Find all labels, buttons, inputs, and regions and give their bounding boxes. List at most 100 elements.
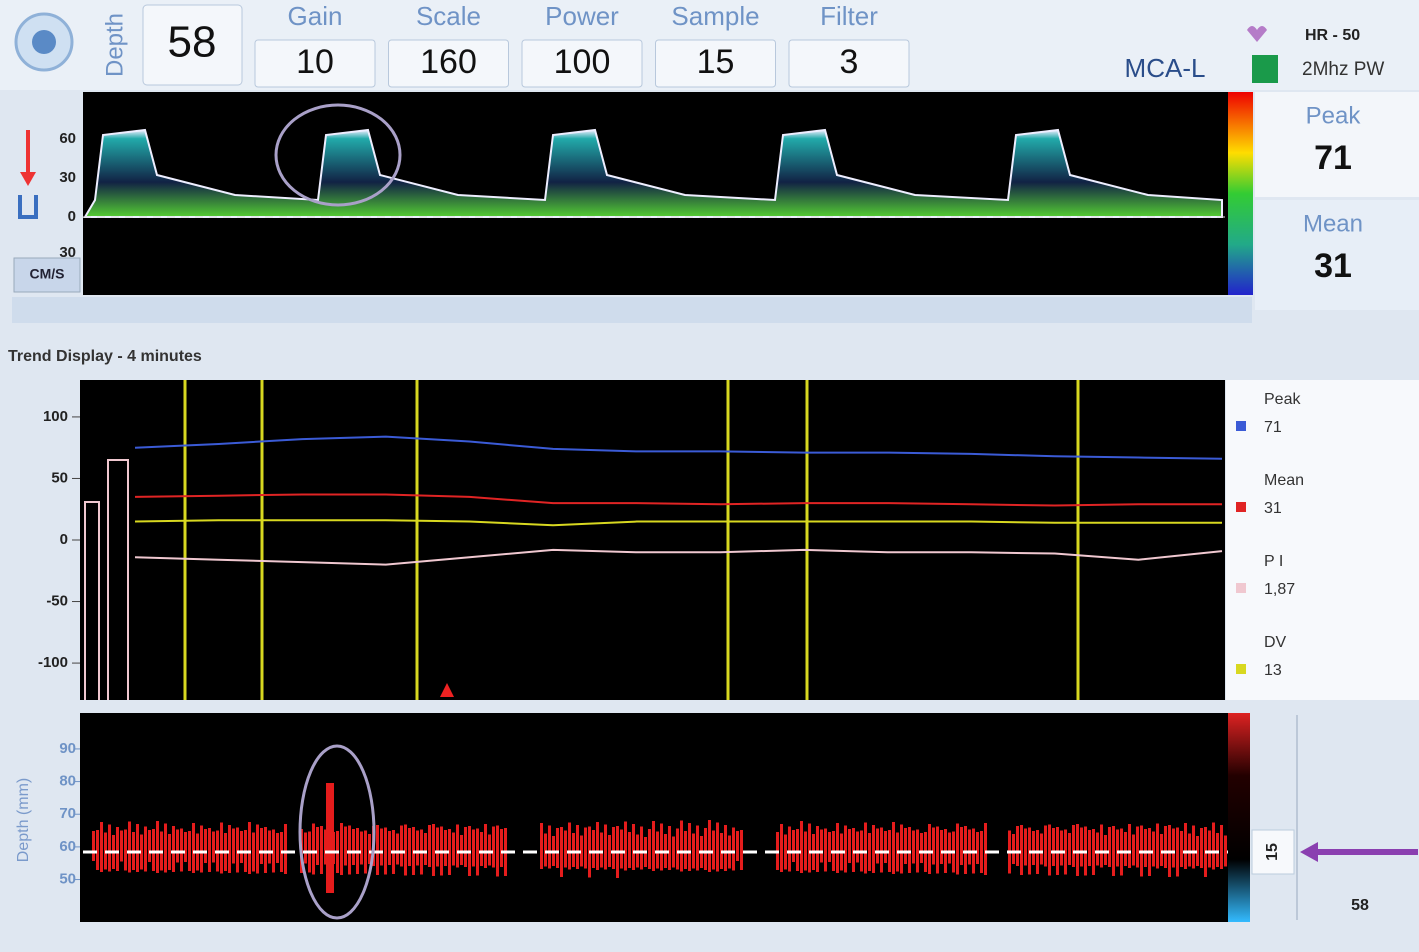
depth-signal <box>880 828 883 873</box>
depth-signal <box>452 833 455 866</box>
depth-signal <box>500 829 503 867</box>
unit: CM/S <box>30 266 65 282</box>
icon-core <box>32 30 56 54</box>
depth-signal <box>1060 831 1063 866</box>
depth-signal <box>352 829 355 865</box>
depth-signal <box>936 827 939 874</box>
depth-signal <box>204 829 207 863</box>
depth-signal <box>92 831 95 861</box>
depth-signal <box>796 829 799 871</box>
depth-signal <box>108 825 111 872</box>
depth-signal <box>472 830 475 867</box>
depth-signal <box>260 828 263 864</box>
control-label: Gain <box>288 1 343 31</box>
depth-signal <box>320 826 323 874</box>
scroll-bar[interactable] <box>12 297 1252 323</box>
legend-name: Mean <box>1264 472 1304 489</box>
depth-signal <box>824 829 827 872</box>
depth-signal <box>100 822 103 872</box>
depth-signal <box>148 830 151 862</box>
depth-signal <box>1220 825 1223 869</box>
depth-signal <box>1192 826 1195 869</box>
depth-signal <box>784 835 787 870</box>
depth-signal <box>164 824 167 873</box>
depth-signal <box>608 835 611 867</box>
y-tick-label: -50 <box>46 593 68 610</box>
depth-signal <box>640 827 643 870</box>
peak-label: Peak <box>1306 102 1362 129</box>
legend-value: 13 <box>1264 662 1282 679</box>
depth-signal <box>136 824 139 872</box>
depth-signal <box>284 824 287 874</box>
depth-signal <box>188 831 191 871</box>
depth-signal <box>836 823 839 873</box>
legend-name: DV <box>1264 634 1287 651</box>
depth-signal <box>1048 825 1051 876</box>
depth-signal <box>892 822 895 874</box>
depth-signal <box>144 827 147 872</box>
depth-signal <box>560 827 563 877</box>
legend-swatch <box>1236 664 1246 674</box>
depth-signal <box>960 827 963 865</box>
depth-signal <box>612 827 615 869</box>
depth-signal <box>1092 829 1095 875</box>
depth-signal <box>668 826 671 870</box>
depth-signal <box>620 830 623 869</box>
depth-signal <box>1132 835 1135 866</box>
depth-signal <box>900 825 903 874</box>
y-tick-label: 90 <box>59 740 76 757</box>
depth-signal <box>908 827 911 873</box>
depth-signal <box>1088 830 1091 866</box>
depth-signal <box>1208 831 1211 868</box>
depth-signal <box>200 826 203 873</box>
depth-signal <box>716 823 719 872</box>
depth-signal <box>1224 836 1227 867</box>
depth-signal <box>828 832 831 862</box>
depth-signal <box>660 824 663 871</box>
depth-signal <box>376 825 379 875</box>
depth-signal <box>228 825 231 873</box>
depth-signal <box>208 828 211 872</box>
depth-signal <box>932 828 935 865</box>
depth-signal <box>800 821 803 873</box>
depth-signal <box>404 825 407 876</box>
depth-signal <box>416 831 419 866</box>
vessel: MCA-L <box>1125 53 1206 83</box>
depth-signal <box>1180 831 1183 867</box>
depth-signal <box>568 823 571 870</box>
depth-signal <box>656 832 659 869</box>
depth-signal <box>1200 828 1203 868</box>
control-label: Filter <box>820 1 878 31</box>
depth-signal <box>152 829 155 871</box>
depth-arrow[interactable] <box>1300 842 1418 862</box>
depth-signal <box>116 827 119 871</box>
probe: 2Mhz PW <box>1302 59 1384 80</box>
depth-signal <box>120 831 123 862</box>
depth-signal <box>1156 824 1159 869</box>
depth-signal <box>368 834 371 864</box>
depth-signal <box>1024 829 1027 866</box>
y-tick-label: 70 <box>59 805 76 822</box>
heart-rate: HR - 50 <box>1305 27 1360 44</box>
mean-value: 31 <box>1314 247 1352 285</box>
depth-signal <box>480 832 483 866</box>
depth-signal <box>872 825 875 873</box>
depth-label: Depth <box>101 13 128 77</box>
depth-signal <box>1068 833 1071 865</box>
depth-signal <box>360 832 363 865</box>
depth-signal <box>928 824 931 874</box>
depth-signal <box>1160 834 1163 866</box>
depth-color-bar <box>1228 713 1250 922</box>
depth-signal <box>464 827 467 867</box>
depth-signal <box>344 827 347 866</box>
depth-signal <box>576 825 579 869</box>
depth-signal <box>976 832 979 864</box>
depth-signal <box>808 824 811 873</box>
depth-signal <box>388 831 391 865</box>
depth-signal <box>1040 834 1043 865</box>
depth-signal <box>240 831 243 863</box>
depth-signal <box>408 828 411 866</box>
depth-signal <box>816 826 819 872</box>
depth-signal <box>1152 832 1155 867</box>
depth-signal <box>264 827 267 873</box>
